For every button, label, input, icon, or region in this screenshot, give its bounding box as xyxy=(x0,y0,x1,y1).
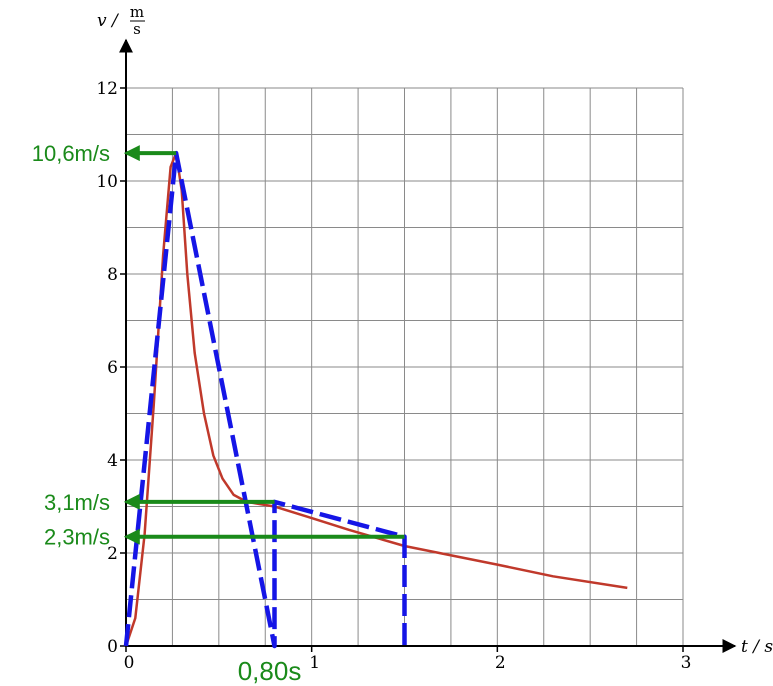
series-line-2 xyxy=(123,150,407,649)
x-tick-label: 3 xyxy=(681,653,692,673)
axes xyxy=(119,38,737,653)
y-tick-label: 4 xyxy=(107,451,118,471)
grid xyxy=(125,87,684,647)
annotation-label: 2,3m/s xyxy=(44,525,110,550)
x-tick-label: 2 xyxy=(495,653,506,673)
y-tick-label: 2 xyxy=(107,544,118,564)
x-tick-label: 1 xyxy=(309,653,320,673)
annotations: 10,6m/s 3,1m/s 2,3m/s 0,80s xyxy=(32,141,405,686)
annotation-label: 3,1m/s xyxy=(44,490,110,515)
y-tick-label: 10 xyxy=(96,172,118,192)
x-axis-label: t / s xyxy=(741,637,773,657)
y-axis-unit-denominator: s xyxy=(133,20,141,38)
y-tick-label: 0 xyxy=(107,637,118,657)
y-tick-label: 8 xyxy=(107,265,118,285)
y-tick-label: 6 xyxy=(107,358,118,378)
annotation-label: 10,6m/s xyxy=(32,141,110,166)
y-axis-label-var: v / xyxy=(97,11,120,31)
x-tick-label: 0 xyxy=(124,653,135,673)
axis-labels: t / s v / m s xyxy=(97,3,773,657)
y-tick-label: 12 xyxy=(96,79,118,99)
annotation-label-time: 0,80s xyxy=(238,656,302,686)
y-axis-unit-numerator: m xyxy=(130,3,144,21)
